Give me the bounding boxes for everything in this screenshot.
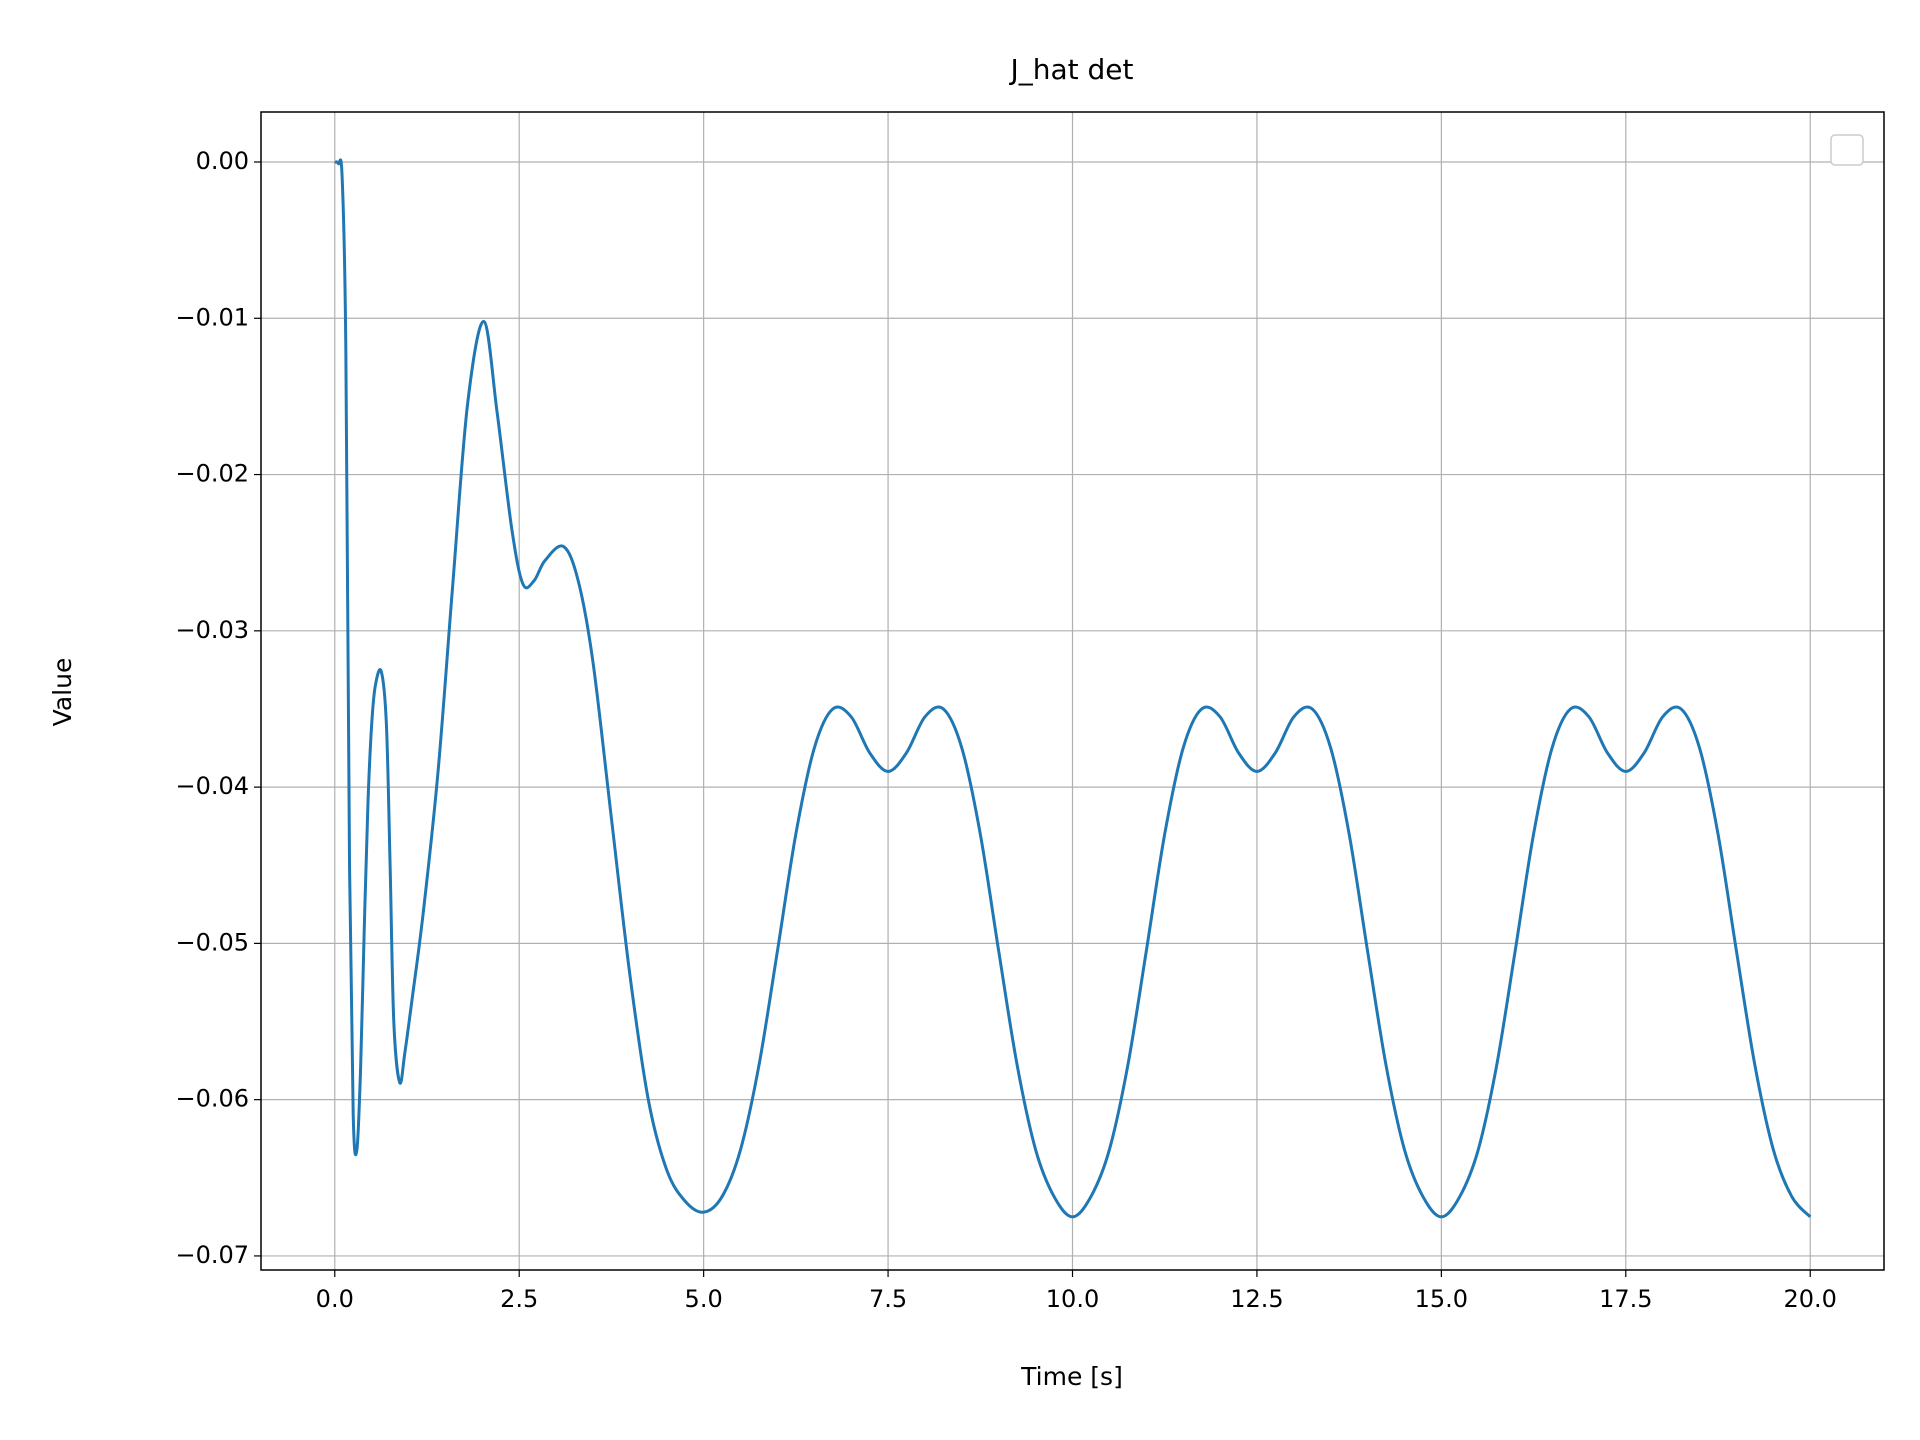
y-tick-label: −0.04 [175,772,249,800]
x-tick-label: 5.0 [685,1285,723,1313]
y-tick-label: −0.02 [175,460,249,488]
y-axis-label: Value [48,658,77,727]
plot-area [261,112,1884,1270]
chart-title: J_hat det [1008,53,1133,86]
y-tick-label: −0.05 [175,928,249,956]
y-tick-label: −0.03 [175,616,249,644]
x-tick-label: 2.5 [500,1285,538,1313]
y-tick-label: −0.01 [175,303,249,331]
x-axis-label: Time [s] [1020,1362,1123,1391]
x-tick-label: 15.0 [1415,1285,1468,1313]
y-tick-label: −0.06 [175,1085,249,1113]
data-line [334,158,1812,1219]
legend-box [1830,134,1864,166]
x-tick-label: 10.0 [1046,1285,1099,1313]
x-tick-label: 17.5 [1599,1285,1652,1313]
y-tick-label: 0.00 [196,147,249,175]
x-tick-label: 0.0 [316,1285,354,1313]
x-tick-label: 20.0 [1784,1285,1837,1313]
x-tick-label: 12.5 [1230,1285,1283,1313]
x-tick-label: 7.5 [869,1285,907,1313]
y-tick-label: −0.07 [175,1241,249,1269]
